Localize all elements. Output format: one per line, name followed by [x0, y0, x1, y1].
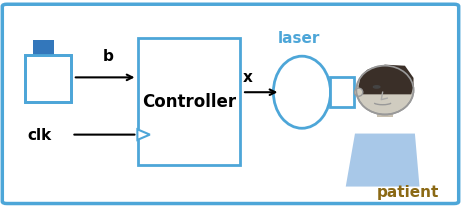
Bar	[33, 40, 54, 55]
Text: b: b	[103, 49, 114, 64]
Polygon shape	[346, 134, 420, 187]
Bar	[25, 55, 71, 102]
FancyBboxPatch shape	[2, 4, 459, 204]
Bar	[377, 95, 393, 117]
Text: laser: laser	[278, 31, 320, 46]
Ellipse shape	[373, 86, 380, 88]
Bar	[25, 55, 71, 102]
Text: patient: patient	[377, 186, 439, 200]
Text: x: x	[242, 70, 253, 85]
Text: Controller: Controller	[142, 93, 236, 111]
Text: clk: clk	[27, 128, 51, 143]
Bar	[330, 77, 354, 107]
Ellipse shape	[355, 88, 363, 96]
Polygon shape	[137, 129, 150, 140]
Ellipse shape	[356, 66, 414, 114]
Bar	[138, 38, 240, 165]
Ellipse shape	[273, 56, 331, 128]
Polygon shape	[359, 65, 414, 94]
